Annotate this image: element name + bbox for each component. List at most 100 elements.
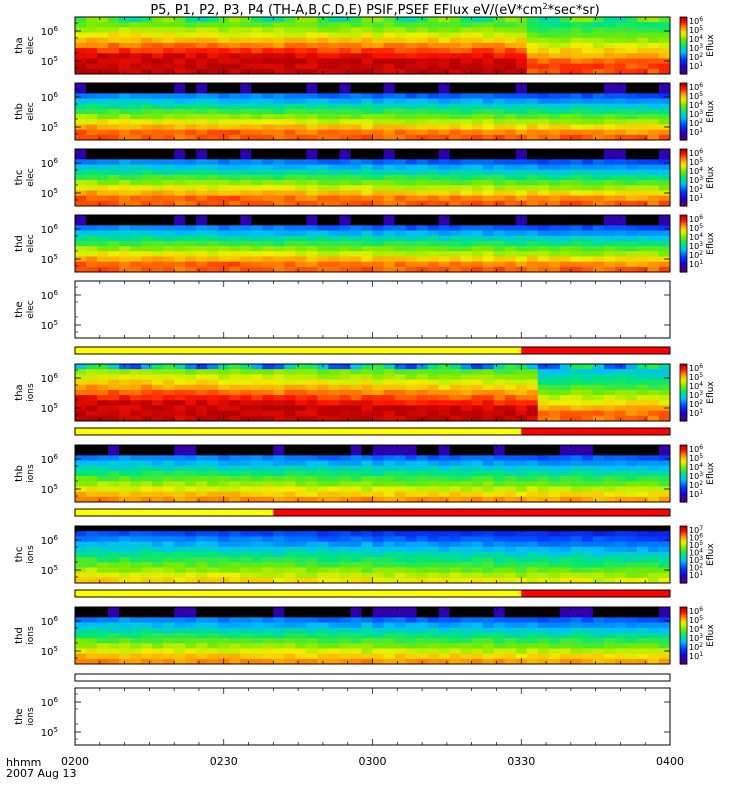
spectrogram-cell (460, 22, 473, 28)
spectrogram-cell (405, 481, 418, 487)
spectrogram-cell (526, 450, 539, 456)
spectrogram-cell (97, 174, 109, 181)
spectrogram-cell (570, 129, 583, 136)
spectrogram-cell (218, 531, 230, 537)
spectrogram-cell (471, 53, 484, 59)
spectrogram-cell (97, 103, 109, 110)
spectrogram-cell (603, 577, 616, 584)
spectrogram-cell (251, 541, 263, 548)
spectrogram-cell (471, 526, 484, 532)
spectrogram-cell (339, 220, 351, 226)
spectrogram-cell (537, 230, 550, 237)
spectrogram-cell (515, 541, 528, 548)
spectrogram-cell (251, 577, 263, 584)
spectrogram-cell (603, 124, 616, 131)
spectrogram-cell (515, 455, 528, 462)
colorbar-band (680, 69, 687, 73)
spectrogram-cell (570, 159, 583, 166)
spectrogram-cell (97, 63, 109, 70)
colorbar-tick-label: 105 (689, 453, 703, 463)
spectrogram-cell (570, 460, 583, 467)
spectrogram-cell (482, 154, 495, 160)
spectrogram-cell (152, 410, 164, 417)
spectrogram-cell (152, 119, 164, 125)
spectrogram-cell (372, 88, 385, 94)
spectrogram-cell (174, 225, 186, 232)
spectrogram-cell (438, 154, 451, 160)
spectrogram-cell (306, 541, 318, 548)
spectrogram-cell (350, 526, 362, 532)
spectrogram-cell (262, 531, 274, 537)
spectrogram-cell (614, 103, 627, 110)
spectrogram-cell (537, 103, 550, 110)
spectrogram-cell (317, 369, 329, 375)
spectrogram-cell (394, 93, 407, 100)
spectrogram-cell (570, 567, 583, 574)
spectrogram-cell (581, 164, 594, 171)
spectrogram-cell (97, 491, 109, 498)
spectrogram-cell (229, 129, 241, 136)
spectrogram-cell (548, 215, 561, 221)
spectrogram-cell (339, 103, 351, 110)
spectrogram-cell (295, 389, 307, 396)
spectrogram-cell (537, 215, 550, 221)
colorbar-band (680, 243, 687, 247)
spectrogram-cell (328, 266, 340, 273)
spectrogram-cell (526, 405, 539, 412)
spectrogram-cell (229, 98, 241, 105)
spectrogram-cell (559, 200, 572, 207)
spectrogram-cell (240, 230, 252, 237)
spectrogram-cell (97, 369, 109, 375)
spectrogram-cell (361, 164, 373, 171)
spectrogram-cell (592, 114, 605, 120)
spectrogram-cell (174, 526, 186, 532)
spectrogram-cell (504, 256, 517, 263)
spectrogram-cell (559, 455, 572, 462)
spectrogram-cell (658, 384, 671, 391)
spectrogram-cell (339, 180, 351, 186)
spectrogram-cell (284, 415, 296, 422)
spectrogram-cell (504, 240, 517, 247)
spectrogram-cell (152, 174, 164, 181)
spectrogram-cell (130, 445, 142, 451)
spectrogram-cell (658, 450, 671, 456)
y-tick-exp: 5 (54, 253, 58, 261)
spectrogram-cell (130, 220, 142, 226)
spectrogram-cell (460, 546, 473, 553)
spectrogram-cell (570, 37, 583, 44)
spectrogram-cell (372, 465, 385, 472)
spectrogram-cell (504, 536, 517, 543)
spectrogram-cell (339, 266, 351, 273)
spectrogram-cell (317, 470, 329, 477)
spectrogram-cell (130, 103, 142, 110)
spectrogram-cell (570, 53, 583, 59)
spectrogram-cell (262, 119, 274, 125)
spectrogram-cell (163, 481, 175, 487)
spectrogram-cell (372, 108, 385, 115)
spectrogram-cell (427, 384, 440, 391)
spectrogram-cell (658, 159, 671, 166)
spectrogram-cell (471, 174, 484, 181)
colorbar-label: Eflux (706, 232, 716, 255)
spectrogram-cell (262, 400, 274, 406)
spectrogram-cell (229, 369, 241, 375)
spectrogram-cell (207, 261, 219, 268)
spectrogram-cell (229, 266, 241, 273)
spectrogram-cell (339, 225, 351, 232)
spectrogram-cell (130, 114, 142, 120)
spectrogram-cell (372, 159, 385, 166)
spectrogram-cell (262, 103, 274, 110)
spectrogram-cell (119, 235, 131, 242)
spectrogram-cell (207, 369, 219, 375)
colorbar-tick-exp: 3 (699, 390, 703, 397)
colorbar-label: Eflux (706, 381, 716, 404)
spectrogram-cell (317, 374, 329, 381)
spectrogram-cell (119, 455, 131, 462)
spectrogram-cell (240, 225, 252, 232)
spectrogram-cell (603, 215, 616, 221)
spectrogram-cell (97, 149, 109, 155)
spectrogram-cell (504, 149, 517, 155)
spectrogram-cell (592, 364, 605, 370)
spectrogram-cell (625, 114, 638, 120)
